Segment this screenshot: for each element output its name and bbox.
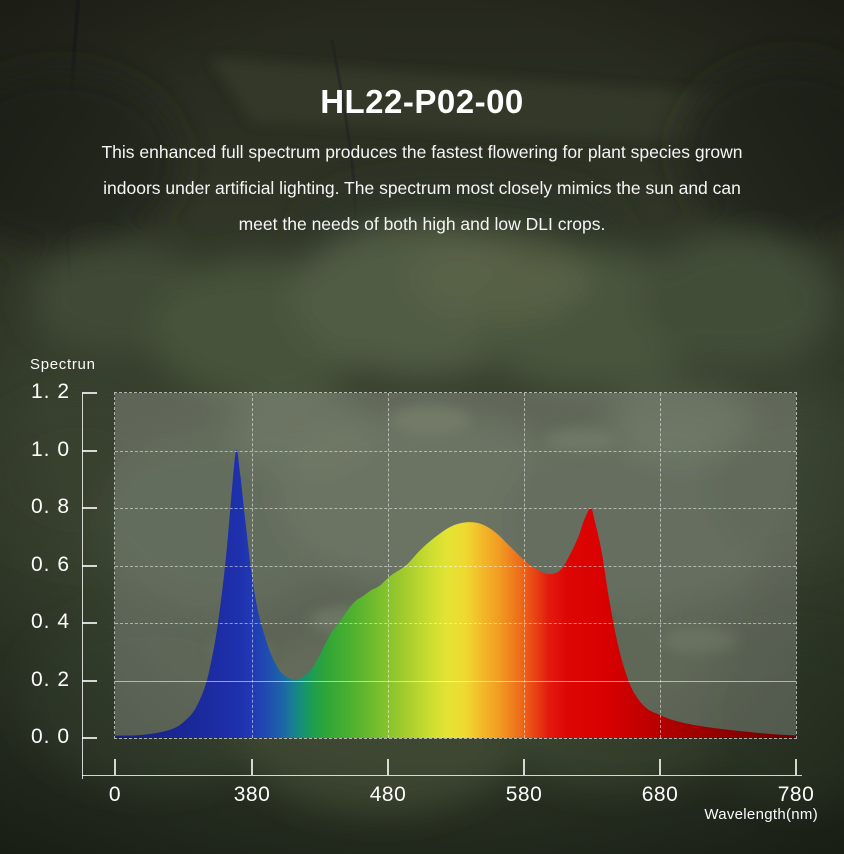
x-tick-label-580: 580 [505,783,543,806]
y-tick-label-0.0: 0. 0 [30,725,70,748]
header: HL22-P02-00 This enhanced full spectrum … [0,84,844,242]
y-tick-0.4 [82,622,97,624]
v-gridline-380 [252,393,253,738]
y-tick-label-1.2: 1. 2 [30,380,70,403]
description-line-2: indoors under artificial lighting. The s… [103,178,741,198]
page-title: HL22-P02-00 [320,83,524,120]
spectrum-curve [115,449,796,738]
y-tick-0.8 [82,507,97,509]
x-axis-title: Wavelength(nm) [704,806,818,823]
x-tick-780 [795,759,797,775]
y-axis-line [82,393,83,779]
h-gridline-1.0 [115,450,796,452]
x-tick-label-380: 380 [233,783,271,806]
x-tick-0 [114,759,116,775]
x-tick-580 [523,759,525,775]
x-tick-label-0: 0 [108,783,122,806]
x-tick-label-480: 480 [369,783,407,806]
x-tick-380 [251,759,253,775]
y-tick-label-0.8: 0. 8 [30,495,70,518]
y-tick-label-0.4: 0. 4 [30,610,70,633]
page-description: This enhanced full spectrum produces the… [0,134,844,242]
y-tick-0.6 [82,564,97,567]
v-gridline-580 [524,393,525,738]
x-tick-480 [387,759,389,775]
x-tick-680 [659,759,661,775]
h-gridline-0.6 [115,565,796,567]
plot-area [114,392,797,739]
h-gridline-0.8 [115,508,796,509]
x-tick-label-780: 780 [777,783,815,806]
y-axis-title: Spectrun [30,356,96,373]
h-gridline-0.2 [115,680,796,682]
y-tick-0.2 [82,679,97,682]
description-line-3: meet the needs of both high and low DLI … [238,214,606,234]
spectrum-area-path [115,449,796,738]
x-tick-label-680: 680 [641,783,679,806]
y-tick-1.2 [82,392,97,394]
v-gridline-480 [388,393,389,738]
y-tick-0.0 [82,737,97,739]
y-tick-label-0.6: 0. 6 [30,552,70,576]
y-tick-label-1.0: 1. 0 [30,437,70,461]
y-tick-1.0 [82,449,97,452]
v-gridline-680 [660,393,661,738]
x-axis-line [82,775,802,776]
y-tick-label-0.2: 0. 2 [30,667,70,691]
description-line-1: This enhanced full spectrum produces the… [101,142,743,162]
h-gridline-0.4 [115,623,796,624]
